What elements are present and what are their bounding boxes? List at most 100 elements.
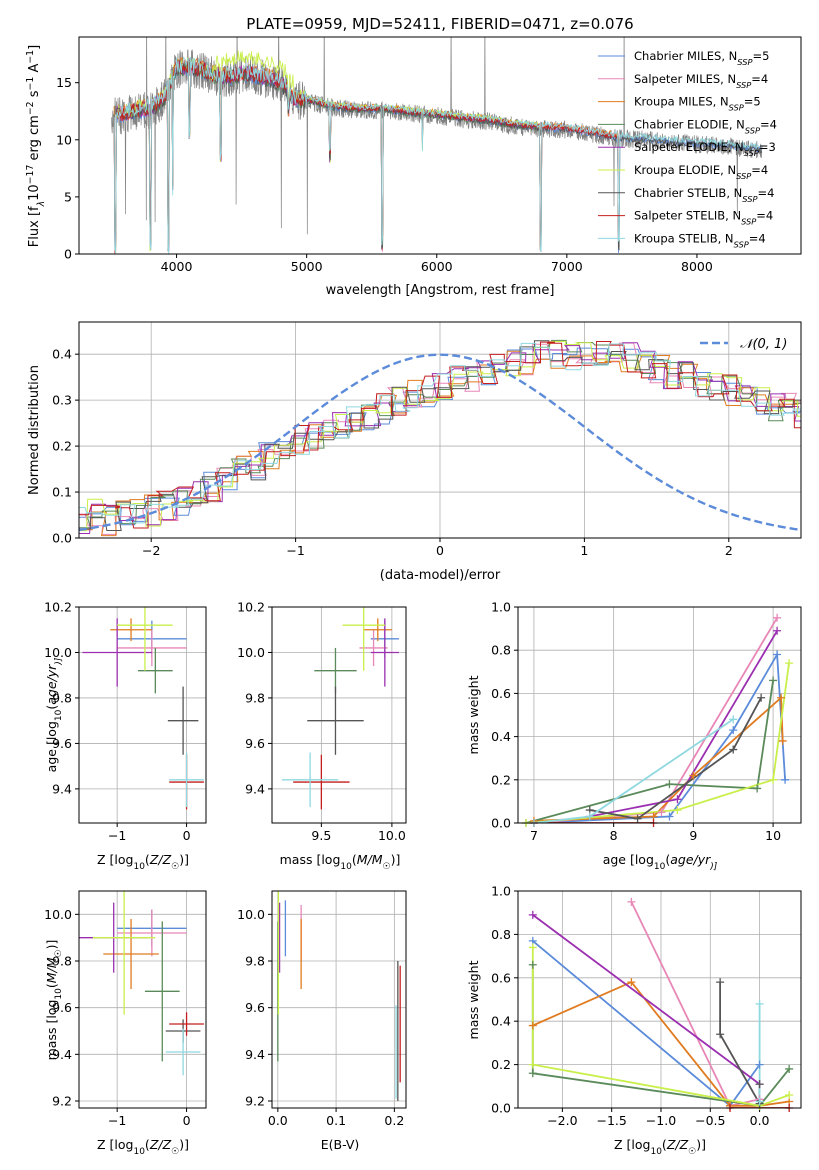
x-tick-label: 8000 [681, 259, 713, 274]
y-tick-label: 0.8 [491, 927, 511, 942]
age_vs_Z-xlabel-part: ☉ [171, 862, 179, 872]
y-tick-label: 9.4 [245, 781, 265, 796]
spectrum-frame [78, 36, 802, 255]
weight_vs_Z-ylabel: mass weight [466, 960, 481, 1039]
x-tick-label: 8 [610, 828, 618, 843]
spectrum-model-kroupa_stelib [113, 56, 763, 254]
y-tick-label: 0.4 [491, 729, 511, 744]
mass_vs_ebv-xlabel: E(B-V) [321, 1137, 360, 1152]
age_vs_mass-xlabel-part: mass [log [280, 852, 341, 867]
y-tick-label: 9.6 [245, 1000, 265, 1015]
legend-label-part: =5 [744, 95, 761, 109]
hist-chabrier_stelib [79, 340, 801, 531]
spectrum-ylabel-part: s [27, 90, 42, 101]
y-tick-label: 0.6 [491, 686, 511, 701]
legend-label-part: SSP [745, 125, 760, 135]
legend-label: Kroupa STELIB, NSSP=4 [634, 231, 766, 249]
weight-marker [755, 1060, 764, 1069]
y-tick-label: 9.4 [52, 1047, 72, 1062]
weight_vs_Z-xlabel-part: )] [696, 1137, 706, 1152]
y-tick-label: 0.3 [52, 393, 72, 408]
age_vs_mass-xlabel: mass [log10(M/M☉)] [280, 852, 401, 872]
legend-label-part: Chabrier STELIB, N [634, 186, 742, 200]
legend-label-part: Salpeter MILES, N [634, 72, 736, 86]
legend-label-part: SSP [729, 103, 744, 113]
spectrum-model-kroupa_elodie [113, 50, 541, 253]
spectrum-ylabel-part: −1 [25, 50, 36, 64]
y-tick-label: 9.8 [52, 954, 72, 969]
age_vs_mass-frame [271, 606, 407, 824]
legend-label-part: SSP [736, 80, 751, 90]
age_vs_mass-xlabel-part: 10 [340, 862, 352, 872]
spectrum-model-chabrier_elodie [113, 60, 541, 251]
y-tick-label: 0 [64, 247, 72, 262]
weight-marker [785, 1064, 794, 1073]
y-tick-label: 9.4 [245, 1047, 265, 1062]
weight-marker [785, 659, 794, 668]
x-tick-label: −1 [108, 828, 126, 843]
spectrum-model-salpeter_stelib [113, 58, 619, 254]
weight-marker [769, 676, 778, 685]
y-tick-label: 0.2 [491, 1057, 511, 1072]
mass_vs_Z-frame [78, 890, 207, 1109]
weight_vs_age-xlabel: age [log10(age/yr)] [603, 852, 718, 872]
spectrum-ylabel-part: −1 [25, 77, 36, 91]
weight-marker [689, 771, 698, 780]
weight-marker [729, 715, 738, 724]
y-tick-label: 0.4 [52, 347, 72, 362]
weight_vs_Z-xlabel-part: ☉ [688, 1147, 696, 1157]
weight-marker [528, 943, 537, 952]
x-tick-label: −1 [286, 543, 304, 558]
age_vs_mass-xlabel-part: ☉ [383, 862, 391, 872]
residuals-axes: −2 −1 0 1 2 0.0 0.1 0.2 0.3 0.4 [52, 321, 802, 558]
weight-marker [729, 745, 738, 754]
weight_vs_age-xlabel-part: ( [665, 852, 670, 867]
weight-marker [773, 650, 782, 659]
y-tick-label: 0.0 [491, 1101, 511, 1116]
y-tick-label: 10.0 [44, 645, 72, 660]
x-tick-label: 0.0 [750, 1113, 770, 1128]
y-tick-label: 1.0 [491, 600, 511, 615]
mass_vs_Z-xlabel-part: )] [179, 1137, 189, 1152]
x-tick-label: 5000 [291, 259, 323, 274]
y-tick-label: 10.2 [44, 600, 72, 615]
age_vs_Z-xlabel-part: )] [179, 852, 189, 867]
weight_vs_Z-xlabel: Z [log10(Z/Z☉)] [614, 1137, 706, 1157]
weight-line-chabrier_miles [532, 940, 761, 1108]
legend-label-part: =5 [752, 49, 769, 63]
spectrum-ylabel-part: A [27, 64, 42, 77]
legend-label-part: SSP [736, 171, 751, 181]
residuals-frame [78, 321, 802, 539]
y-tick-label: 1.0 [491, 884, 511, 899]
mass_vs_Z-ylabel-part: )] [44, 940, 59, 950]
mass_vs_Z-axes: −1 0 9.2 9.4 9.6 9.8 10.0 [44, 890, 207, 1128]
spectrum-title: PLATE=0959, MJD=52411, FIBERID=0471, z=0… [246, 15, 633, 33]
legend-label: Kroupa MILES, NSSP=5 [634, 95, 761, 113]
x-tick-label: 9 [689, 828, 697, 843]
legend-label-part: SSP [734, 239, 749, 249]
weight-marker [716, 978, 725, 987]
weight-line-chabrier_stelib [719, 982, 761, 1108]
legend-label-part: SSP [744, 148, 759, 158]
spectrum-ylabel-part: Flux [f [27, 206, 42, 247]
y-tick-label: 0.8 [491, 643, 511, 658]
weight-marker [753, 784, 762, 793]
y-tick-label: 10.0 [237, 645, 265, 660]
spectrum-model-salpeter_elodie [113, 61, 541, 252]
weight-marker [627, 897, 636, 906]
x-tick-label: 7 [530, 828, 538, 843]
legend-label-part: =4 [756, 209, 773, 223]
spectrum-ylabel-part: −2 [25, 101, 36, 115]
x-tick-label: −1 [108, 1113, 126, 1128]
hist-chabrier_miles [79, 347, 801, 526]
age_vs_Z-xlabel-part: 10 [133, 862, 145, 872]
age_vs_mass-axes: 9.5 10.0 9.4 9.6 9.8 10.0 10.2 [237, 600, 407, 843]
weight-marker [585, 812, 594, 821]
y-tick-label: 9.8 [245, 690, 265, 705]
age_vs_Z-ylabel-part: 10 [54, 709, 64, 721]
y-tick-label: 9.6 [245, 736, 265, 751]
x-tick-label: 7000 [551, 259, 583, 274]
legend-label-part: =4 [751, 72, 768, 86]
weight-marker [755, 1097, 764, 1106]
